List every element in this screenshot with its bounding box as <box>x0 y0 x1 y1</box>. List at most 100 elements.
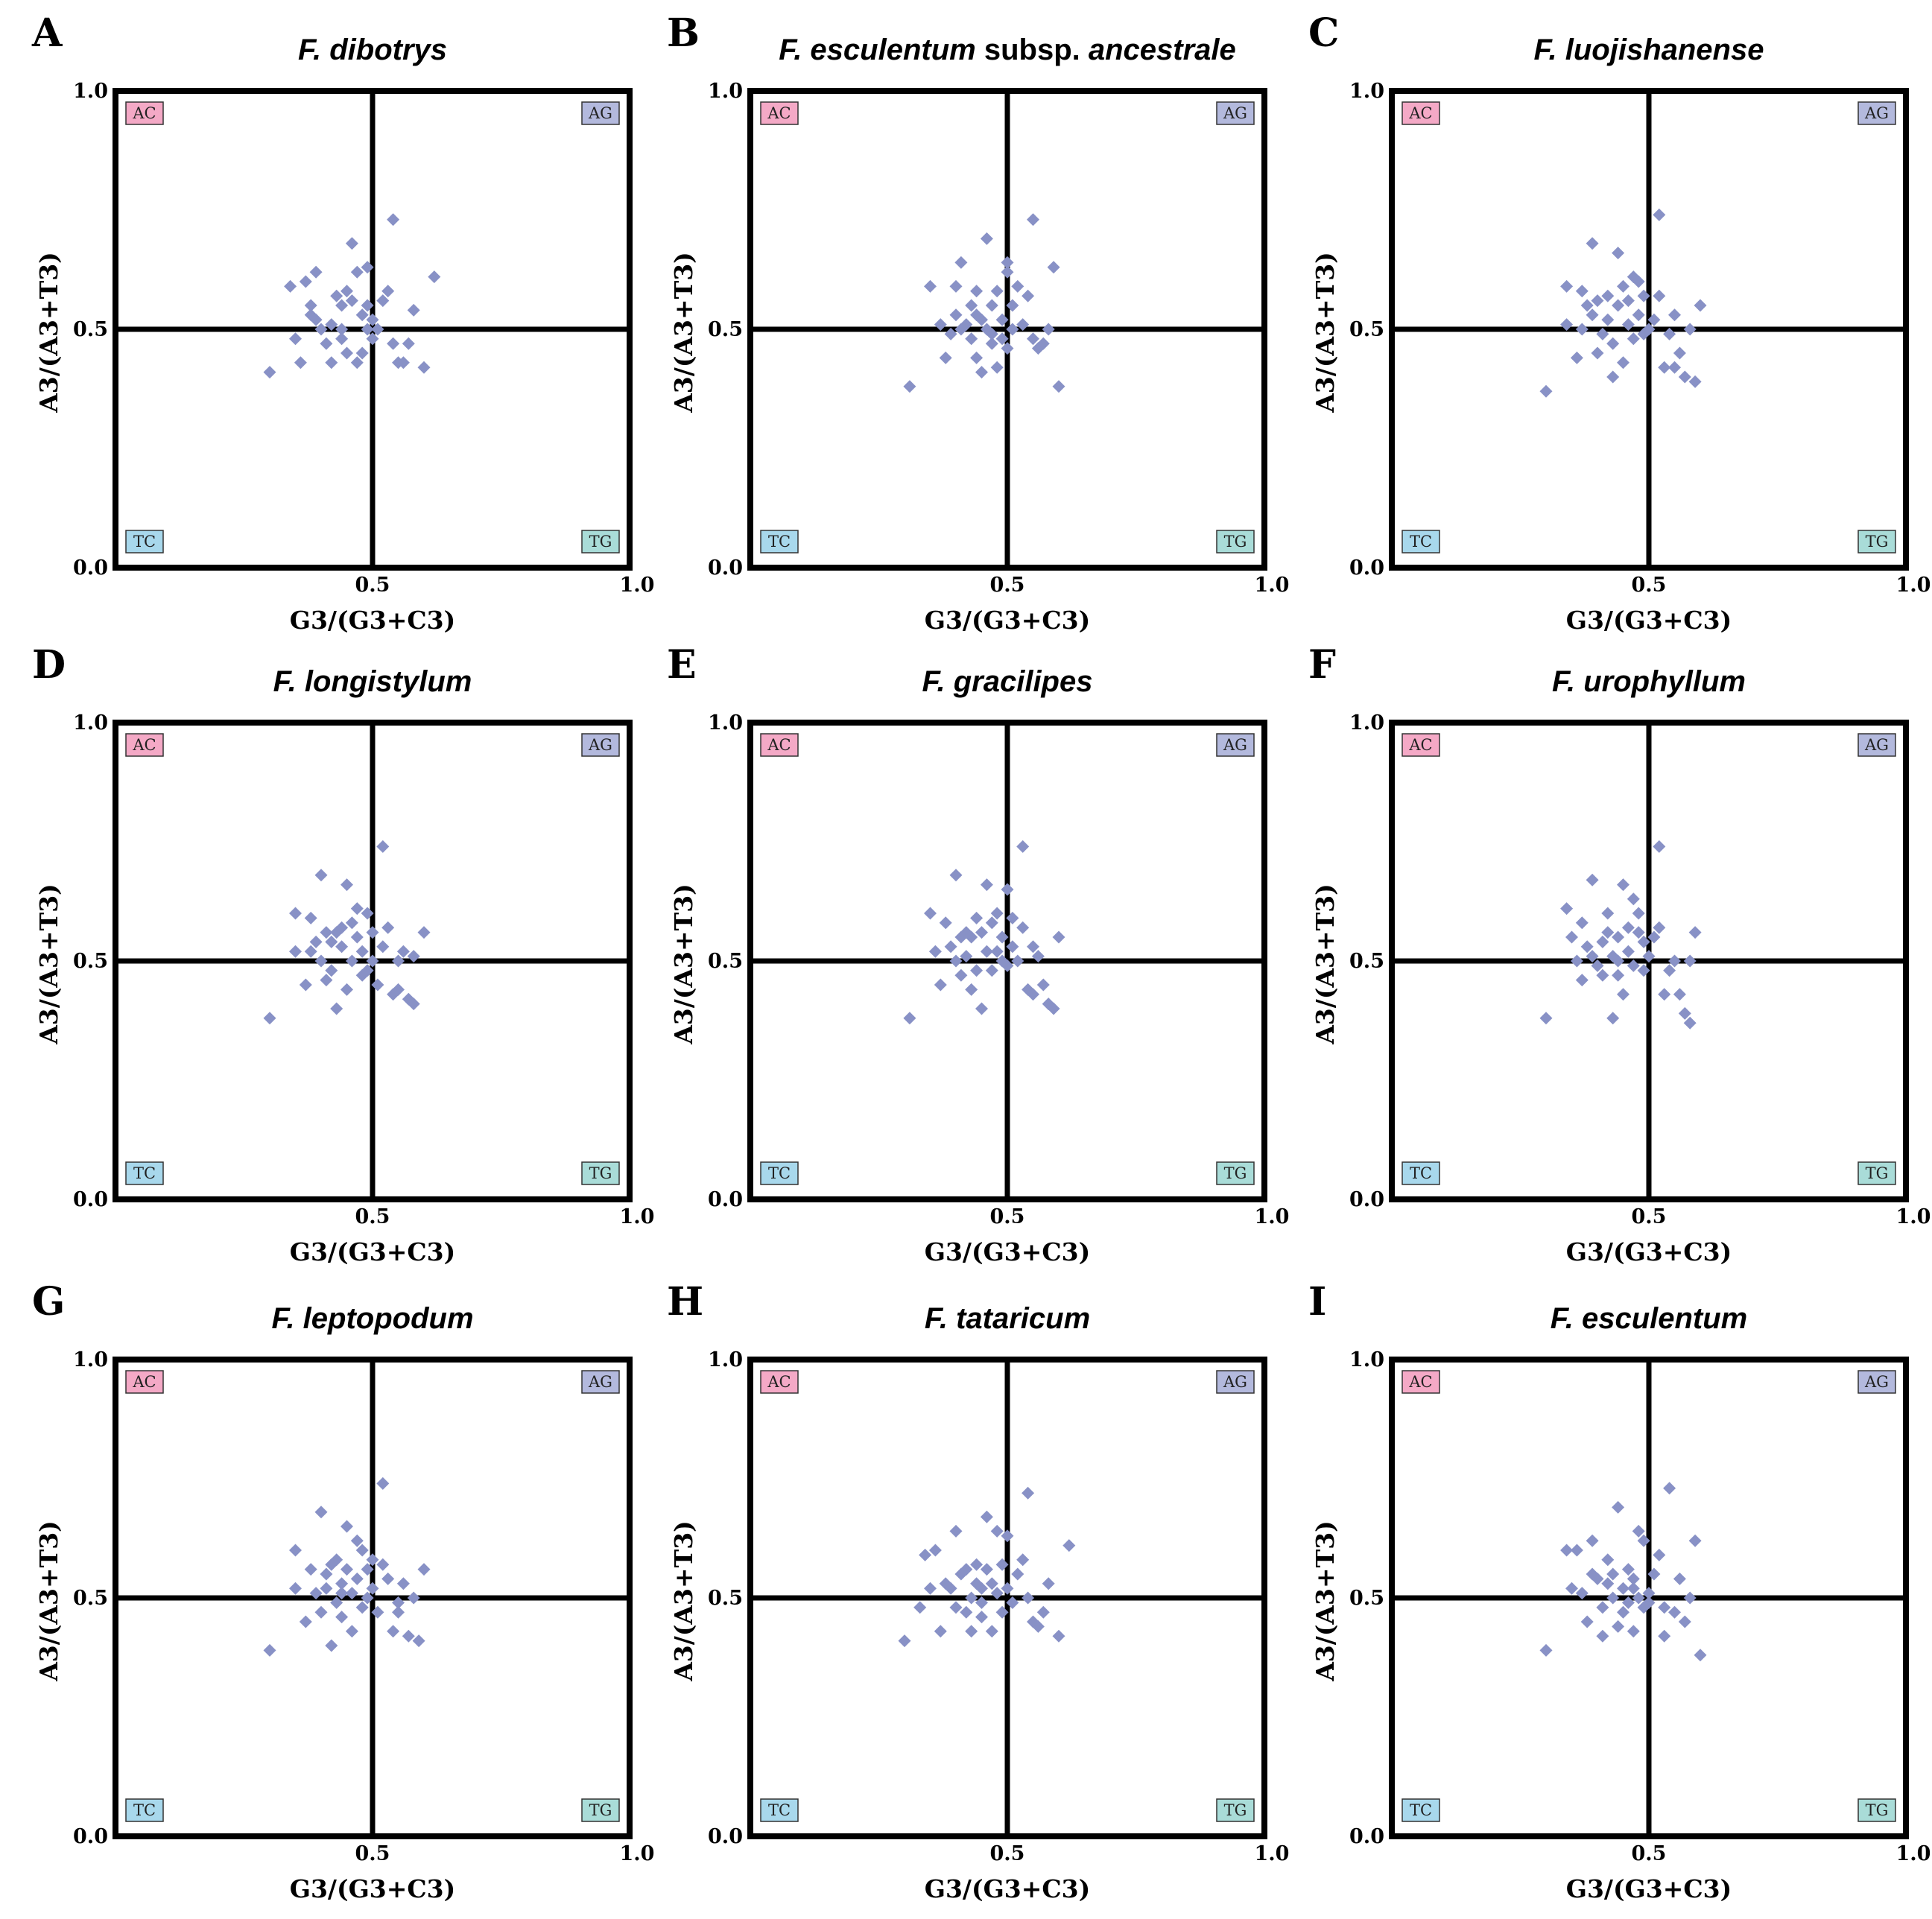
panel-g-quadrant-ag-box <box>581 1370 620 1394</box>
panel-a-point-37 <box>417 361 431 374</box>
panel-g-point-35 <box>402 1629 415 1643</box>
panel-c-quadrant-tg-box <box>1857 530 1896 554</box>
panel-d-quadrant-ag-box <box>581 733 620 757</box>
panel-e-point-36 <box>1031 950 1045 963</box>
panel-h-xtick-0: 0.5 <box>990 1842 1025 1865</box>
panel-i-ytick-1: 0.5 <box>1349 1587 1384 1610</box>
panel-h-point-33 <box>1022 1486 1035 1500</box>
panel-f-quadrant-tg-label: TG <box>1866 1164 1889 1182</box>
panel-a-point-11 <box>325 356 338 369</box>
panel-c-point-27 <box>1637 289 1650 302</box>
panel-e-point-0 <box>903 1012 916 1025</box>
panel-d-point-32 <box>381 921 395 934</box>
panel-c-point-24 <box>1632 275 1645 288</box>
panel-d-xlabel: G3/(G3+C3) <box>290 1237 455 1266</box>
panel-a-point-20 <box>350 265 364 279</box>
panel-e-ylabel: A3/(A3+T3) <box>669 884 698 1045</box>
panel-g-point-9 <box>320 1582 333 1595</box>
panel-i-point-4 <box>1575 1587 1589 1600</box>
panel-a-quadrant-ac-box <box>125 101 164 125</box>
panel-i-point-0 <box>1539 1643 1553 1657</box>
panel-h-point-30 <box>1011 1567 1024 1581</box>
panel-h-point-14 <box>965 1625 978 1638</box>
panel-c-point-10 <box>1591 294 1604 308</box>
panel-d-point-8 <box>314 954 328 968</box>
panel-b-letter: B <box>667 10 700 56</box>
panel-c-point-19 <box>1617 356 1629 369</box>
panel-a-point-26 <box>366 313 379 326</box>
panel-a-point-28 <box>371 323 384 336</box>
panel-d-xtick-1: 1.0 <box>620 1205 655 1228</box>
panel-b-point-25 <box>1001 265 1014 279</box>
panel-f-point-23 <box>1627 959 1640 972</box>
panel-d-point-12 <box>325 964 338 977</box>
panel-g-quadrant-tc-label: TC <box>133 1801 156 1819</box>
panel-e-point-14 <box>970 911 984 924</box>
panel-h-point-5 <box>934 1625 947 1638</box>
panel-e-point-23 <box>990 945 1004 958</box>
panel-b-ytick-1: 0.5 <box>708 318 743 341</box>
panel-e-point-9 <box>954 968 968 982</box>
panel-i-point-29 <box>1647 1567 1661 1581</box>
panel-b-quadrant-tc-box <box>760 530 799 554</box>
panel-e-point-16 <box>975 926 988 939</box>
panel-e-point-29 <box>1006 940 1019 954</box>
panel-h-point-31 <box>1016 1553 1030 1567</box>
panel-g-point-8 <box>320 1567 333 1581</box>
panel-d-point-29 <box>371 978 384 992</box>
panel-g-point-13 <box>330 1553 343 1567</box>
panel-g-point-20 <box>350 1534 364 1547</box>
panel-g-letter: G <box>32 1279 65 1325</box>
panel-i-quadrant-tg-box <box>1857 1798 1896 1822</box>
panel-f-ytick-2: 1.0 <box>1349 711 1384 735</box>
panel-g-point-33 <box>392 1605 405 1619</box>
panel-d-point-38 <box>407 997 420 1011</box>
panel-a-point-17 <box>341 285 353 298</box>
panel-c-point-37 <box>1678 370 1691 384</box>
panel-b-point-37 <box>1047 261 1060 274</box>
panel-d-ylabel: A3/(A3+T3) <box>34 884 63 1045</box>
panel-i-letter: I <box>1308 1279 1326 1325</box>
panel-f-point-4 <box>1575 916 1589 930</box>
panel-e-xlabel: G3/(G3+C3) <box>925 1237 1090 1266</box>
panel-i-point-37 <box>1683 1591 1697 1605</box>
panel-f-quadrant-tc-box <box>1402 1161 1440 1185</box>
panel-b: B F. esculentum subsp. ancestrale AC AG TC TG… <box>667 10 1289 635</box>
panel-g-point-39 <box>335 1587 349 1600</box>
panel-a-quadrant-tc-label: TC <box>133 533 156 551</box>
panel-e-point-17 <box>975 1002 988 1015</box>
panel-b-point-27 <box>1006 323 1019 336</box>
panel-i-point-5 <box>1580 1615 1594 1628</box>
panel-f-point-32 <box>1658 988 1671 1001</box>
panel-c-point-25 <box>1632 308 1645 322</box>
panel-b-point-29 <box>1011 279 1024 293</box>
panel-d-point-14 <box>330 1002 343 1015</box>
panel-e-point-18 <box>980 945 993 958</box>
panel-c-quadrant-ac-label: AC <box>1408 104 1432 122</box>
panel-f-point-2 <box>1565 930 1578 944</box>
panel-h-quadrant-tc-label: TC <box>768 1801 791 1819</box>
panel-c-point-13 <box>1601 313 1615 326</box>
panel-e-quadrant-tc-box <box>760 1161 799 1185</box>
panel-b-point-30 <box>1016 318 1030 332</box>
panel-b-quadrant-ag-box <box>1216 101 1255 125</box>
panel-a-quadrant-tg-box <box>581 530 620 554</box>
panel-d-point-4 <box>304 911 317 924</box>
panel-g-quadrant-ac-label: AC <box>132 1373 156 1391</box>
panel-b-ytick-0: 0.0 <box>708 556 743 580</box>
panel-h-point-24 <box>990 1587 1004 1600</box>
panel-f-xtick-0: 0.5 <box>1632 1205 1667 1228</box>
panel-g-point-5 <box>309 1587 323 1600</box>
panel-f-point-27 <box>1637 964 1650 977</box>
panel-g-point-14 <box>335 1577 349 1590</box>
panel-i-quadrant-tc-label: TC <box>1410 1801 1432 1819</box>
panel-e: E F. gracilipes AC AG TC TG 0.0 0.5 1.0 0.5 1.0 G3/… <box>667 642 1289 1266</box>
panel-d-quadrant-ac-label: AC <box>132 736 156 754</box>
panel-i-point-35 <box>1673 1572 1686 1585</box>
panel-g-point-6 <box>314 1506 328 1519</box>
panel-d-quadrant-tg-box <box>581 1161 620 1185</box>
panel-e-point-40 <box>1052 930 1065 944</box>
panel-e-ytick-1: 0.5 <box>708 950 743 973</box>
panel-f-point-8 <box>1586 873 1599 886</box>
